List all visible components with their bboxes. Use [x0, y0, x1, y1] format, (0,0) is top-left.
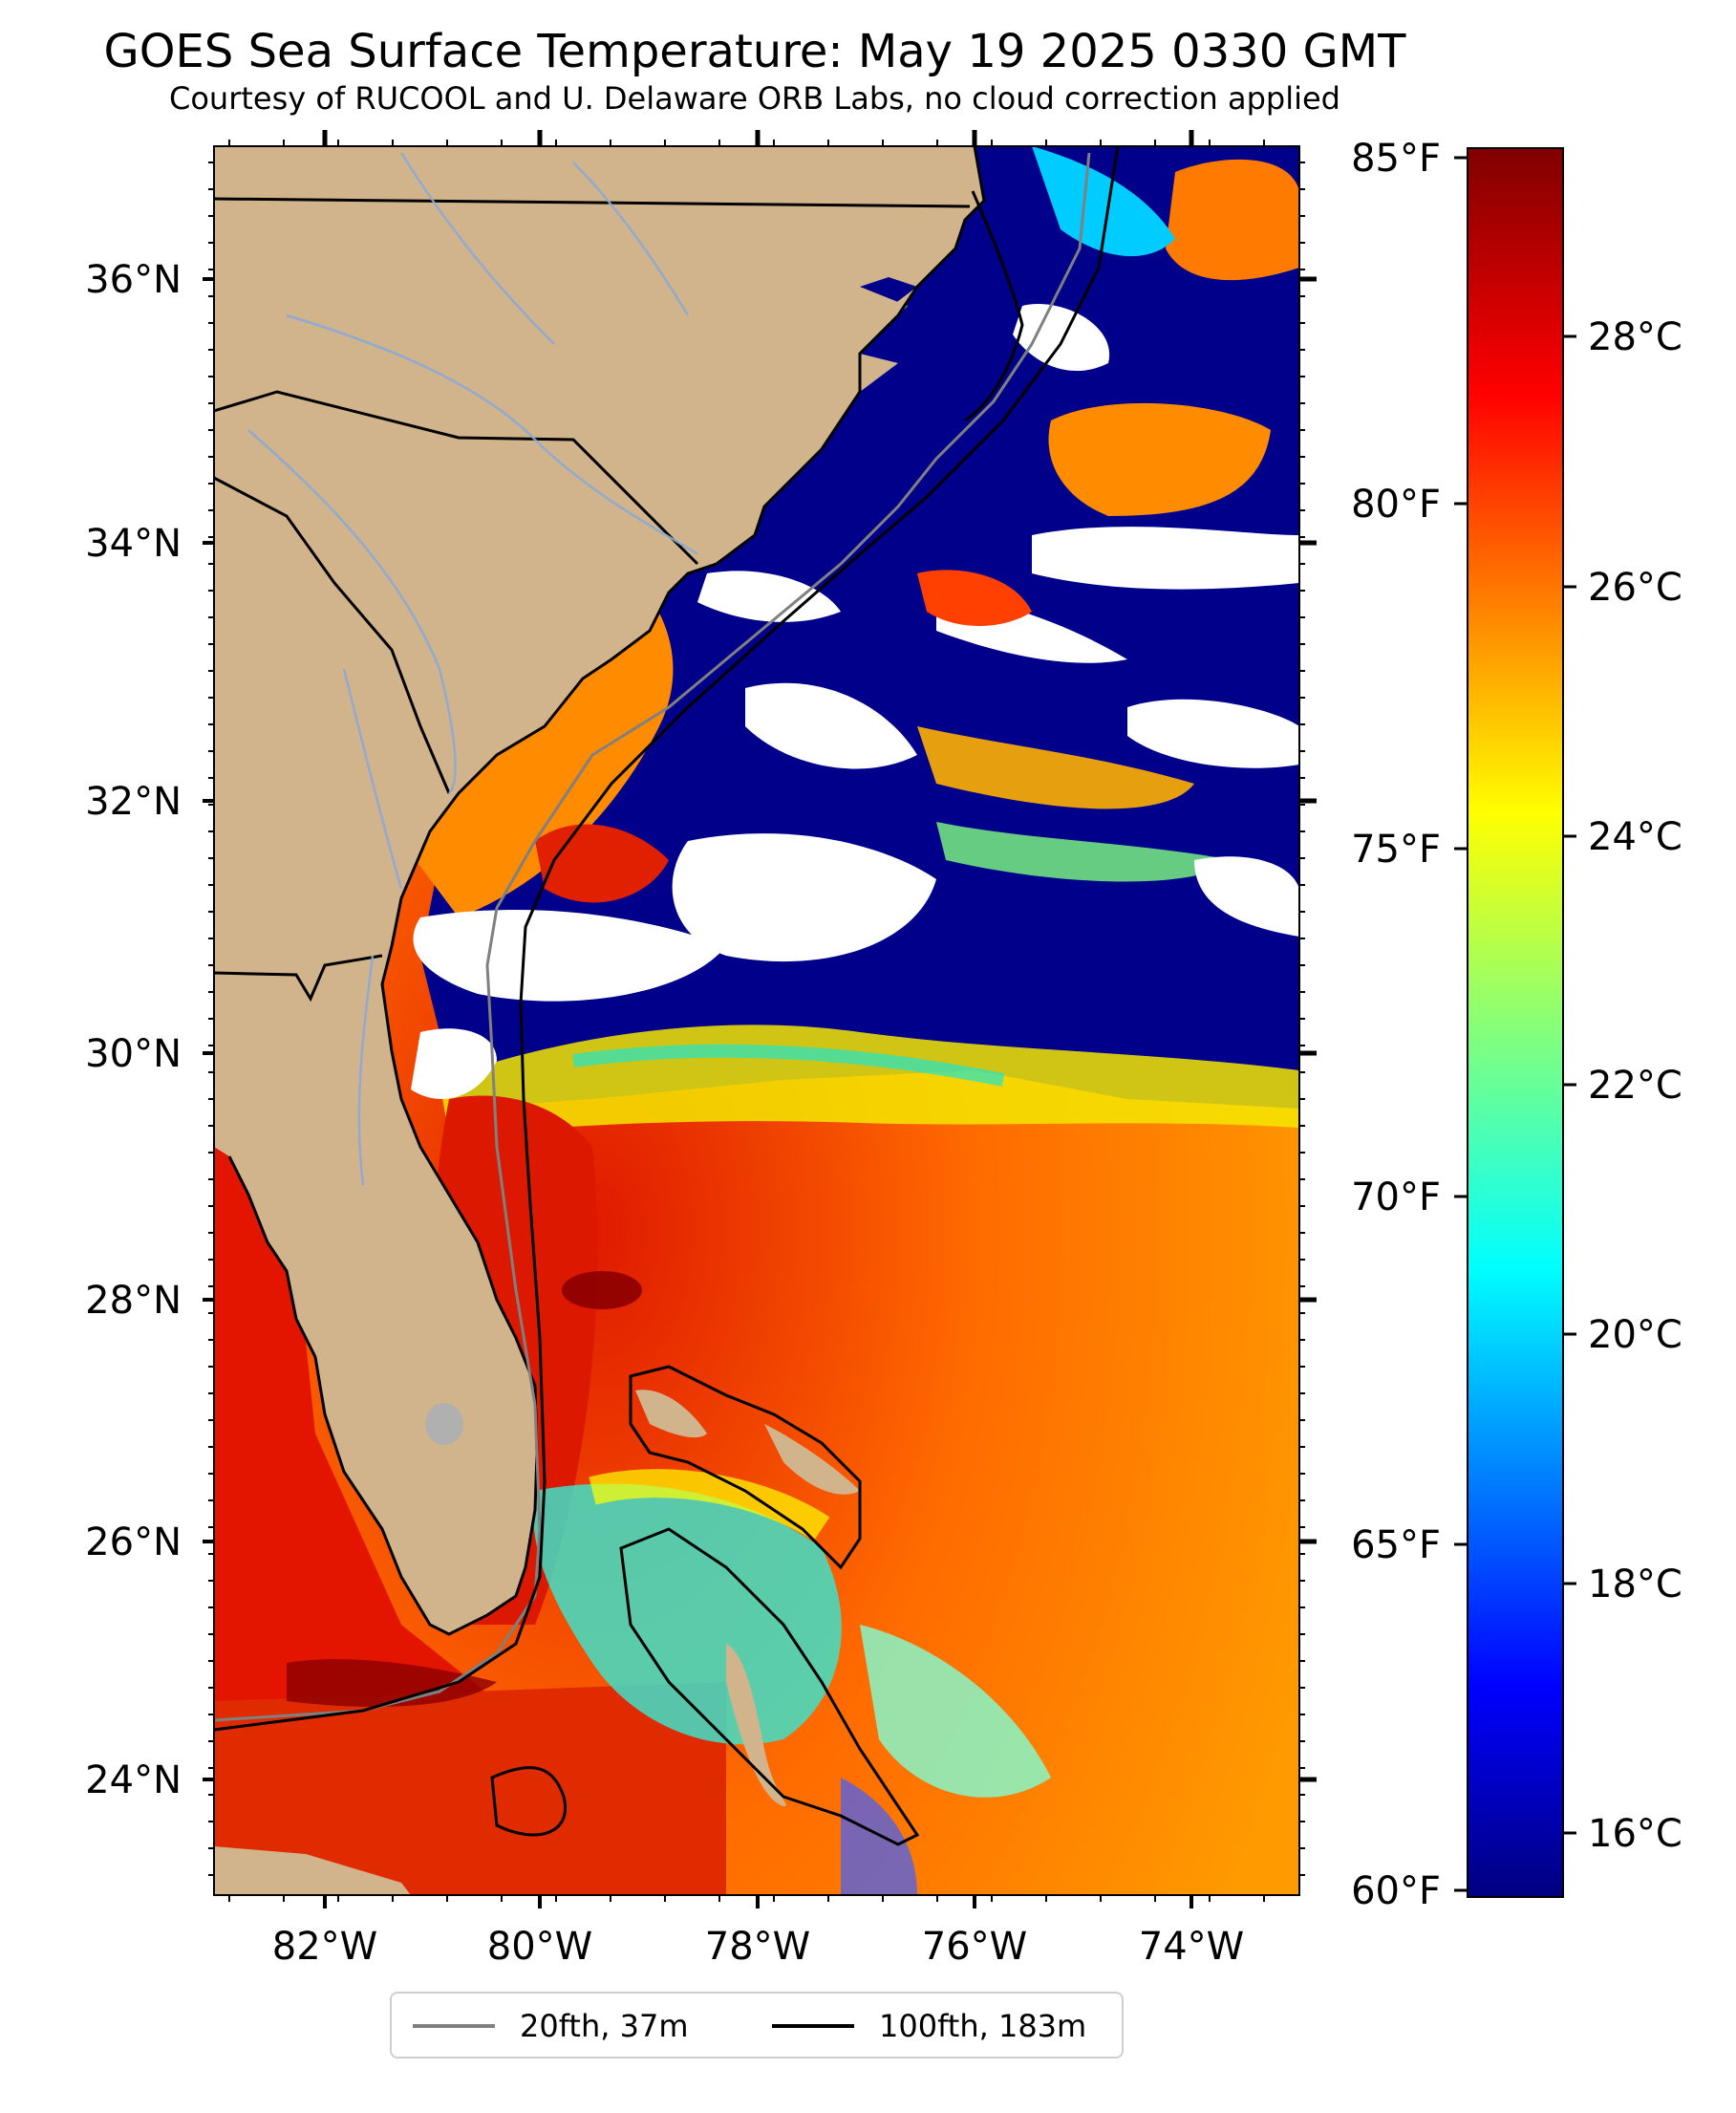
lat-label: 30°N — [85, 1032, 182, 1076]
legend-label-20fth: 20fth, 37m — [520, 2008, 689, 2044]
map-ticks — [203, 130, 1317, 1908]
celsius-label: 24°C — [1588, 815, 1682, 859]
fahrenheit-label: 85°F — [1351, 137, 1441, 181]
land-mainland — [214, 146, 984, 1634]
colorbar-ticks: 85°F 80°F 75°F 70°F 65°F 60°F 28°C 26°C 24°C 22°C… — [1351, 137, 1682, 1913]
land-andros — [726, 1644, 786, 1806]
longitude-labels: 82°W 80°W 78°W 76°W 74°W — [272, 1925, 1244, 1969]
coastline — [227, 146, 986, 1636]
celsius-label: 16°C — [1588, 1812, 1682, 1856]
lat-label: 34°N — [85, 522, 182, 566]
lon-label: 80°W — [487, 1925, 592, 1969]
latitude-labels: 36°N 34°N 32°N 30°N 28°N 26°N 24°N — [85, 258, 182, 1802]
lat-label: 26°N — [85, 1520, 182, 1564]
fahrenheit-label: 65°F — [1351, 1523, 1441, 1567]
celsius-label: 28°C — [1588, 315, 1682, 359]
legend-item-100fth: 100fth, 183m — [772, 2007, 1086, 2045]
celsius-label: 26°C — [1588, 566, 1682, 610]
celsius-label: 22°C — [1588, 1064, 1682, 1108]
legend-line-gray — [413, 2024, 495, 2028]
lon-label: 74°W — [1139, 1925, 1244, 1969]
lon-label: 76°W — [922, 1925, 1027, 1969]
lat-label: 28°N — [85, 1279, 182, 1323]
cloud-mask — [411, 304, 1299, 1099]
lon-label: 82°W — [272, 1925, 377, 1969]
lat-label: 24°N — [85, 1758, 182, 1802]
lat-label: 36°N — [85, 258, 182, 302]
rivers — [247, 152, 698, 1186]
legend-label-100fth: 100fth, 183m — [879, 2008, 1087, 2044]
fahrenheit-label: 70°F — [1351, 1175, 1441, 1219]
legend-line-black — [772, 2024, 854, 2028]
sst-map — [214, 146, 1299, 1895]
celsius-label: 18°C — [1588, 1563, 1682, 1606]
legend-item-20fth: 20fth, 37m — [413, 2007, 688, 2045]
map-subtitle: Courtesy of RUCOOL and U. Delaware ORB L… — [169, 80, 1340, 117]
lon-label: 78°W — [705, 1925, 810, 1969]
fahrenheit-label: 60°F — [1351, 1869, 1441, 1913]
state-borders — [214, 197, 971, 1003]
map-title: GOES Sea Surface Temperature: May 19 202… — [103, 25, 1406, 78]
celsius-label: 20°C — [1588, 1313, 1682, 1357]
lat-label: 32°N — [85, 780, 182, 824]
fahrenheit-label: 75°F — [1351, 828, 1441, 872]
fahrenheit-label: 80°F — [1351, 483, 1441, 527]
isobath-legend: 20fth, 37m 100fth, 183m — [390, 1992, 1124, 2059]
colorbar — [1467, 147, 1564, 1898]
isobath-100fth — [214, 146, 1120, 1732]
